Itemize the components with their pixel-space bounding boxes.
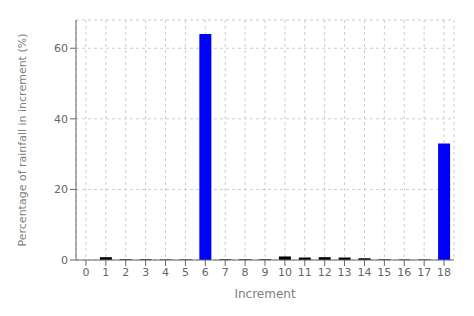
svg-text:2: 2 bbox=[122, 266, 129, 279]
svg-text:9: 9 bbox=[262, 266, 269, 279]
svg-text:15: 15 bbox=[377, 266, 391, 279]
svg-text:13: 13 bbox=[338, 266, 352, 279]
svg-text:10: 10 bbox=[278, 266, 292, 279]
svg-text:4: 4 bbox=[162, 266, 169, 279]
svg-text:6: 6 bbox=[202, 266, 209, 279]
svg-text:40: 40 bbox=[54, 113, 68, 126]
svg-text:14: 14 bbox=[357, 266, 371, 279]
svg-text:17: 17 bbox=[417, 266, 431, 279]
svg-text:60: 60 bbox=[54, 42, 68, 55]
svg-text:3: 3 bbox=[142, 266, 149, 279]
svg-text:5: 5 bbox=[182, 266, 189, 279]
svg-text:7: 7 bbox=[222, 266, 229, 279]
svg-text:Percentage of rainfall in incr: Percentage of rainfall in increment (%) bbox=[16, 34, 29, 247]
svg-text:0: 0 bbox=[82, 266, 89, 279]
svg-text:12: 12 bbox=[318, 266, 332, 279]
svg-text:11: 11 bbox=[298, 266, 312, 279]
svg-text:8: 8 bbox=[242, 266, 249, 279]
svg-text:Increment: Increment bbox=[234, 287, 295, 301]
svg-text:16: 16 bbox=[397, 266, 411, 279]
svg-text:20: 20 bbox=[54, 183, 68, 196]
svg-text:1: 1 bbox=[102, 266, 109, 279]
svg-text:18: 18 bbox=[437, 266, 451, 279]
svg-text:0: 0 bbox=[61, 254, 68, 267]
